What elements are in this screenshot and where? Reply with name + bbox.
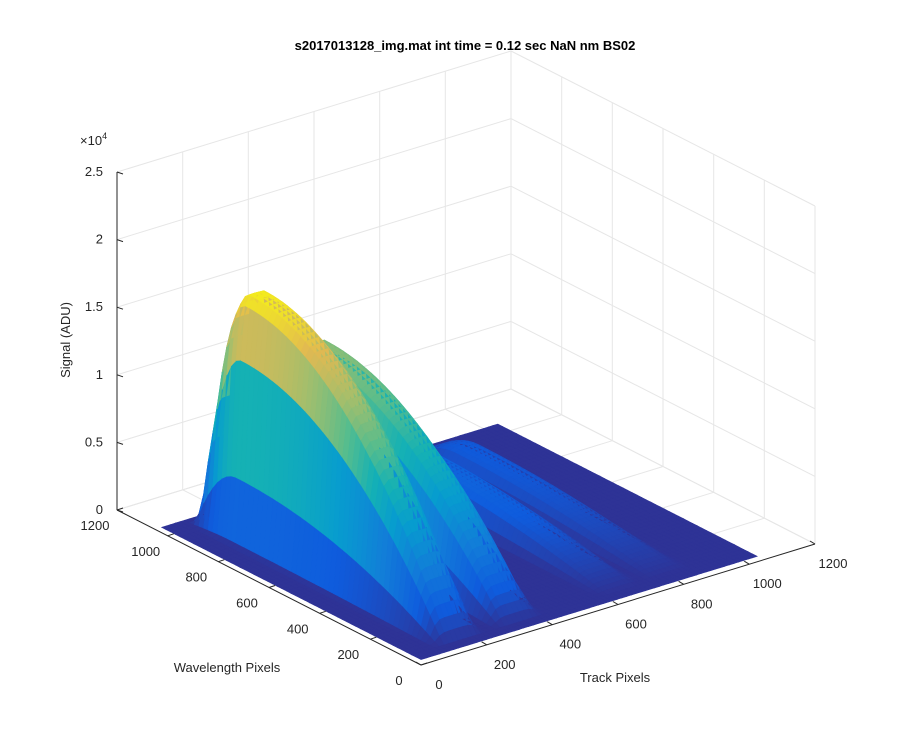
x-tick-label: 200 bbox=[494, 657, 516, 672]
side-wall-grid-line bbox=[510, 388, 816, 545]
y-tick-mark bbox=[116, 507, 124, 511]
y-axis-label: Wavelength Pixels bbox=[174, 660, 281, 675]
z-exponent: 4 bbox=[102, 131, 107, 141]
y-tick-mark bbox=[370, 636, 377, 640]
z-tick-label: 2.5 bbox=[85, 164, 103, 179]
x-axis-label: Track Pixels bbox=[580, 670, 651, 685]
back-wall-grid-line bbox=[116, 253, 512, 376]
y-tick-mark bbox=[420, 662, 428, 666]
x-tick-mark bbox=[744, 560, 750, 565]
x-tick-mark bbox=[415, 661, 422, 666]
chart-title: s2017013128_img.mat int time = 0.12 sec … bbox=[295, 38, 636, 53]
x-tick-mark bbox=[678, 580, 684, 585]
y-tick-mark bbox=[167, 533, 174, 537]
side-wall-grid-line bbox=[510, 320, 816, 477]
z-tick-mark bbox=[116, 306, 124, 310]
x-tick-label: 0 bbox=[435, 677, 442, 692]
y-tick-label: 0 bbox=[395, 673, 402, 688]
x-tick-label: 400 bbox=[559, 637, 581, 652]
side-wall-grid-line bbox=[510, 50, 816, 207]
z-tick-label: 0 bbox=[96, 502, 103, 517]
y-tick-mark bbox=[218, 559, 225, 563]
back-wall-grid-line bbox=[116, 118, 512, 241]
z-axis-label: Signal (ADU) bbox=[58, 302, 73, 378]
x-tick-mark bbox=[612, 601, 619, 605]
y-tick-label: 200 bbox=[337, 647, 359, 662]
z-tick-mark bbox=[116, 239, 124, 243]
y-tick-label: 600 bbox=[236, 596, 258, 611]
y-tick-mark bbox=[319, 610, 326, 614]
z-tick-label: 2 bbox=[96, 232, 103, 247]
y-tick-label: 1000 bbox=[131, 544, 160, 559]
y-tick-mark bbox=[268, 585, 276, 588]
z-tick-label: 1 bbox=[96, 367, 103, 382]
y-tick-label: 800 bbox=[185, 570, 207, 585]
z-tick-mark bbox=[116, 171, 124, 175]
z-tick-mark bbox=[116, 441, 124, 445]
x-tick-label: 1000 bbox=[753, 576, 782, 591]
side-wall-grid-line bbox=[510, 253, 816, 410]
x-tick-mark bbox=[809, 540, 816, 545]
side-wall-grid-line bbox=[510, 185, 816, 342]
back-wall-grid-line bbox=[116, 185, 512, 308]
z-tick-label: 1.5 bbox=[85, 299, 103, 314]
side-wall-grid-line bbox=[510, 118, 816, 275]
back-wall-grid-line bbox=[116, 50, 512, 173]
x-tick-mark bbox=[547, 621, 553, 626]
surface-mesh bbox=[160, 290, 758, 660]
x-tick-mark bbox=[481, 641, 487, 646]
x-tick-label: 800 bbox=[691, 596, 713, 611]
x-tick-label: 1200 bbox=[819, 556, 848, 571]
z-tick-mark bbox=[116, 374, 124, 378]
z-exponent-label: ×104 bbox=[80, 131, 107, 148]
z-tick-label: 0.5 bbox=[85, 434, 103, 449]
x-tick-label: 600 bbox=[625, 617, 647, 632]
y-tick-label: 1200 bbox=[81, 518, 110, 533]
y-tick-label: 400 bbox=[287, 621, 309, 636]
